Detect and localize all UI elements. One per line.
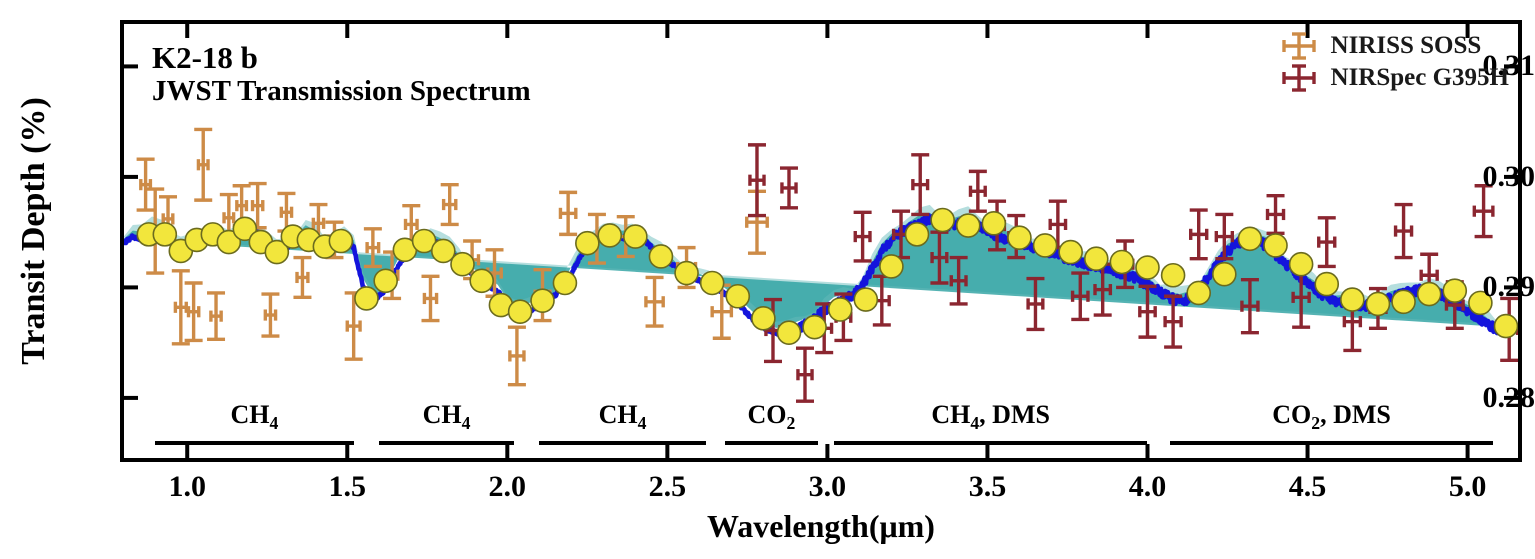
legend-label: NIRISS SOSS	[1330, 32, 1482, 59]
chart-title-block: K2-18 b JWST Transmission Spectrum	[152, 40, 531, 107]
plot-panel	[120, 20, 1522, 462]
legend-label: NIRSpec G395H	[1330, 64, 1509, 91]
y-tick-label: 0.30	[1482, 159, 1535, 193]
molecule-range-bar	[539, 441, 706, 446]
y-tick-label: 0.31	[1482, 49, 1535, 83]
binned-model-points	[136, 207, 1518, 346]
y-axis-label: Transit Depth (%)	[15, 97, 52, 365]
molecule-annotation-5: CO2, DMS	[1169, 400, 1494, 446]
x-tick-label: 2.5	[648, 470, 687, 503]
y-tick-label: 0.29	[1482, 270, 1535, 304]
legend-item-1[interactable]: NIRSpec G395H	[1281, 62, 1509, 94]
molecule-label: CH4, DMS	[931, 400, 1050, 434]
molecule-annotation-1: CH4	[379, 400, 514, 446]
page-title: K2-18 b	[152, 40, 258, 75]
x-tick-label: 3.0	[808, 470, 847, 503]
molecule-annotation-2: CH4	[539, 400, 706, 446]
axis-ticks	[124, 24, 1518, 458]
chart-subtitle: JWST Transmission Spectrum	[152, 74, 531, 107]
molecule-range-bar	[1169, 441, 1494, 446]
legend-errorbar-marker	[1281, 63, 1317, 93]
x-tick-label: 4.5	[1288, 470, 1327, 503]
x-tick-label: 4.0	[1128, 470, 1167, 503]
legend-item-0[interactable]: NIRISS SOSS	[1281, 30, 1509, 62]
molecule-label: CH4	[422, 400, 471, 434]
molecule-label: CO2, DMS	[1272, 400, 1391, 434]
molecule-range-bar	[155, 441, 354, 446]
molecule-range-bar	[833, 441, 1148, 446]
molecule-annotation-0: CH4	[155, 400, 354, 446]
molecule-label: CO2	[747, 400, 796, 434]
molecule-annotation-4: CH4, DMS	[833, 400, 1148, 446]
molecule-range-bar	[724, 441, 818, 446]
x-tick-label: 1.0	[168, 470, 206, 503]
molecule-label: CH4	[598, 400, 647, 434]
legend-errorbar-marker	[1281, 31, 1317, 61]
molecule-range-bar	[379, 441, 514, 446]
x-axis-label: Wavelength(μm)	[707, 508, 935, 544]
y-tick-label: 0.28	[1482, 380, 1535, 414]
molecule-label: CH4	[230, 400, 279, 434]
molecule-annotation-3: CO2	[724, 400, 818, 446]
x-tick-label: 3.5	[968, 470, 1007, 503]
chart-legend: NIRISS SOSS NIRSpec G395H	[1281, 30, 1509, 94]
x-tick-label: 1.5	[328, 470, 367, 503]
x-tick-label: 5.0	[1448, 470, 1487, 503]
x-tick-label: 2.0	[488, 470, 527, 503]
